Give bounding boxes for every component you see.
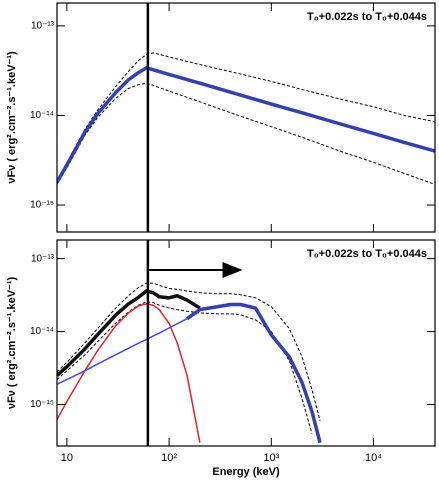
series-line <box>57 66 435 184</box>
x-tick-label: 10² <box>161 452 177 464</box>
y-axis-label: νFν ( erg².cm⁻².s⁻¹.keV⁻¹) <box>6 276 18 409</box>
x-tick-label: 10³ <box>263 452 279 464</box>
y-tick-label: 10⁻¹⁵ <box>30 399 54 410</box>
series-line <box>186 302 322 444</box>
y-tick-label: 10⁻¹⁵ <box>30 200 54 211</box>
series-line <box>57 289 201 377</box>
annotation: T₀+0.022s to T₀+0.044s <box>307 248 427 260</box>
y-tick-label: 10⁻¹⁴ <box>30 110 54 121</box>
series-line <box>57 52 435 181</box>
x-tick-label: 10⁴ <box>365 452 382 464</box>
plot-frame <box>56 239 436 447</box>
y-axis-label: νFν ( erg².cm⁻².s⁻¹.keV⁻¹) <box>6 51 18 184</box>
annotation: T₀+0.022s to T₀+0.044s <box>307 11 427 23</box>
y-tick-label: 10⁻¹³ <box>31 21 55 32</box>
series-line <box>57 282 321 421</box>
series-line <box>57 82 435 185</box>
plot-frame <box>56 2 436 233</box>
plot-area <box>57 52 435 185</box>
series-line <box>57 303 201 443</box>
series-line <box>57 301 313 434</box>
x-tick-label: 10 <box>61 452 73 464</box>
x-axis-label: Energy (keV) <box>212 466 280 478</box>
y-tick-label: 10⁻¹³ <box>31 253 55 264</box>
series-line <box>57 305 218 385</box>
plot-area <box>57 282 322 444</box>
y-tick-label: 10⁻¹⁴ <box>30 326 54 337</box>
